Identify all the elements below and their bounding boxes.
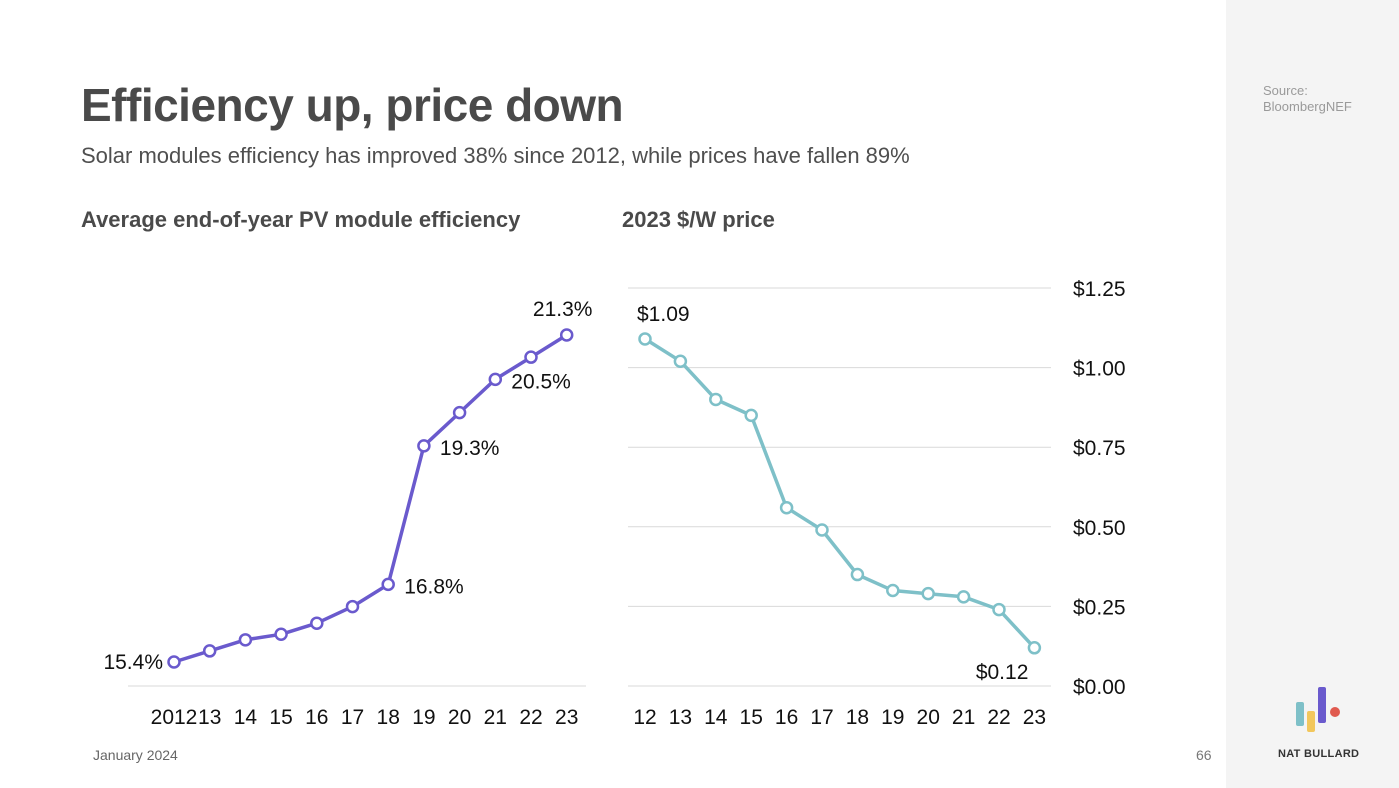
price-x-tick: 16 [775, 706, 798, 729]
price-data-label: $1.09 [637, 303, 690, 326]
efficiency-x-tick: 15 [269, 706, 292, 729]
price-x-tick: 18 [846, 706, 869, 729]
price-point [815, 523, 829, 537]
price-point [956, 590, 971, 604]
price-chart: $0.00 $0.25 $0.50 $0.75 $1.00 $1.25 12 13 14 15 16… [628, 278, 1126, 729]
logo-bar-purple [1318, 687, 1326, 723]
price-x-tick: 15 [740, 706, 763, 729]
page-number: 66 [1196, 747, 1212, 763]
efficiency-x-tick: 13 [198, 706, 221, 729]
price-point [992, 602, 1006, 617]
efficiency-point [452, 405, 467, 420]
price-y-tick: $0.50 [1073, 517, 1126, 540]
price-y-tick: $0.75 [1073, 437, 1126, 460]
price-point [638, 332, 652, 346]
price-x-tick: 21 [952, 706, 975, 729]
price-point [744, 408, 758, 423]
efficiency-chart-title: Average end-of-year PV module efficiency [81, 207, 521, 232]
source-label: Source: [1263, 83, 1308, 98]
efficiency-x-tick: 18 [377, 706, 400, 729]
brand-name: NAT BULLARD [1278, 748, 1360, 760]
efficiency-point [310, 616, 324, 630]
efficiency-data-label: 20.5% [511, 370, 571, 393]
price-point [709, 392, 723, 407]
price-point [1027, 641, 1042, 655]
efficiency-point [524, 350, 538, 364]
source-name: BloombergNEF [1263, 99, 1352, 114]
price-line [644, 337, 1036, 649]
efficiency-line [173, 333, 568, 664]
page-subtitle: Solar modules efficiency has improved 38… [81, 143, 910, 168]
efficiency-x-tick: 19 [412, 706, 435, 729]
price-point [886, 583, 900, 598]
efficiency-point [417, 439, 431, 453]
efficiency-point [381, 577, 395, 592]
price-chart-title: 2023 $/W price [622, 207, 775, 232]
efficiency-x-tick: 17 [341, 706, 364, 729]
source-note: Source: BloombergNEF [1263, 83, 1352, 115]
efficiency-chart: 2012 13 14 15 16 17 18 19 20 21 22 23 15.4% 16.8% 19.3… [103, 298, 592, 729]
efficiency-x-tick: 23 [555, 706, 578, 729]
efficiency-x-tick: 21 [484, 706, 507, 729]
logo-bar-teal [1296, 702, 1304, 726]
efficiency-point [559, 328, 574, 342]
efficiency-point [488, 372, 503, 387]
logo-dot-red [1330, 707, 1340, 717]
price-y-tick: $0.25 [1073, 596, 1126, 619]
efficiency-point [238, 633, 253, 647]
footer-date: January 2024 [93, 747, 178, 763]
efficiency-x-tick: 2012 [151, 706, 198, 729]
efficiency-data-label: 19.3% [440, 437, 500, 460]
efficiency-x-tick: 22 [519, 706, 542, 729]
efficiency-point [345, 599, 360, 614]
efficiency-point [274, 627, 288, 642]
price-y-tick: $1.00 [1073, 358, 1126, 381]
price-y-tick: $0.00 [1073, 676, 1126, 699]
price-point [779, 500, 794, 515]
price-x-tick: 14 [704, 706, 728, 729]
efficiency-x-tick: 20 [448, 706, 471, 729]
price-x-tick: 23 [1023, 706, 1046, 729]
price-x-tick: 22 [987, 706, 1010, 729]
efficiency-data-label: 21.3% [533, 298, 593, 321]
efficiency-x-tick: 16 [305, 706, 328, 729]
price-point [673, 354, 688, 368]
right-sidebar [1226, 0, 1399, 788]
price-x-tick: 20 [917, 706, 940, 729]
brand-logo [1296, 687, 1340, 732]
efficiency-point [167, 655, 181, 669]
efficiency-data-label: 16.8% [404, 575, 464, 598]
logo-bar-yellow [1307, 711, 1315, 732]
price-x-tick: 12 [633, 706, 656, 729]
price-point [921, 586, 935, 601]
page-title: Efficiency up, price down [81, 79, 624, 131]
efficiency-point [202, 644, 217, 658]
efficiency-x-tick: 14 [234, 706, 258, 729]
price-point [850, 567, 865, 582]
efficiency-data-label: 15.4% [103, 651, 163, 674]
price-x-tick: 17 [810, 706, 833, 729]
price-x-tick: 13 [669, 706, 692, 729]
price-x-tick: 19 [881, 706, 904, 729]
price-data-label: $0.12 [976, 661, 1029, 684]
price-y-tick: $1.25 [1073, 278, 1126, 301]
